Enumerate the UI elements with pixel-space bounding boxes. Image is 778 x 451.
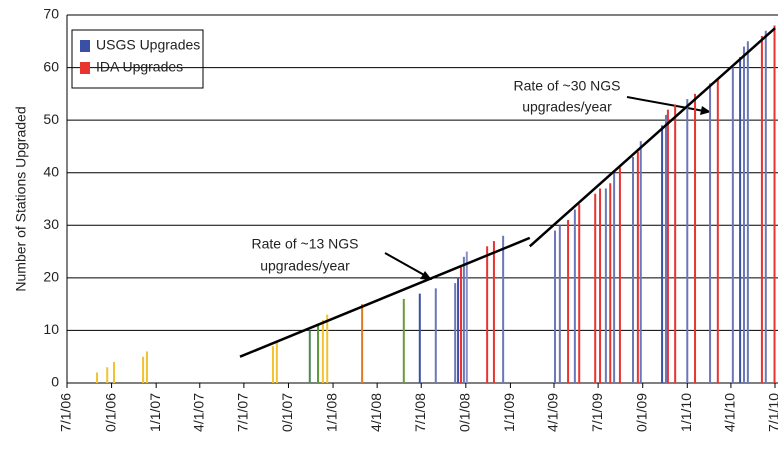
annotation-arrow (626, 96, 705, 112)
bar (465, 251, 468, 383)
x-tick-label: 1/1/10 (678, 393, 694, 432)
bar (308, 330, 311, 383)
bar (326, 314, 329, 383)
bar (609, 183, 612, 383)
bar (773, 25, 776, 384)
x-tick-label: 1/1/09 (501, 393, 517, 432)
bar (661, 125, 664, 384)
bar (553, 230, 556, 383)
annotation: Rate of ~13 NGS (251, 236, 358, 252)
y-axis-label: Number of Stations Upgraded (13, 106, 29, 291)
bar (639, 141, 642, 383)
bar (113, 361, 116, 383)
legend-swatch (80, 40, 90, 52)
bar (573, 209, 576, 383)
bar (317, 325, 320, 383)
bar (686, 99, 689, 383)
bar (454, 283, 457, 383)
bar (459, 267, 462, 383)
bar (636, 151, 639, 383)
bar (731, 67, 734, 384)
bar (742, 46, 745, 384)
x-tick-label: 4/1/08 (368, 393, 384, 432)
bar (632, 156, 635, 383)
x-tick-label: 0/1/06 (102, 393, 118, 432)
bar (739, 57, 742, 384)
bar (402, 298, 405, 383)
y-tick-label: 10 (43, 321, 59, 337)
trend-line (239, 236, 531, 358)
y-tick-label: 50 (43, 111, 59, 127)
bar (96, 372, 99, 383)
bar (271, 346, 274, 383)
y-tick-label: 20 (43, 269, 59, 285)
annotation: upgrades/year (260, 258, 350, 274)
bar (361, 304, 364, 383)
x-tick-label: 4/1/07 (190, 393, 206, 432)
annotation: upgrades/year (522, 99, 612, 115)
bar (594, 193, 597, 383)
y-tick-label: 0 (51, 374, 59, 390)
x-tick-label: 7/1/10 (766, 393, 778, 432)
x-tick-label: 0/1/09 (633, 393, 649, 432)
x-tick-label: 7/1/09 (589, 393, 605, 432)
legend-box (71, 29, 204, 89)
y-tick-label: 40 (43, 163, 59, 179)
y-tick-label: 70 (43, 6, 59, 22)
x-tick-label: 7/1/06 (58, 393, 74, 432)
bar (492, 241, 495, 383)
legend-label: USGS Upgrades (96, 37, 200, 53)
bar (558, 225, 561, 383)
bar (716, 78, 719, 383)
x-tick-label: 0/1/08 (457, 393, 473, 432)
bar (486, 246, 489, 383)
x-tick-label: 7/1/07 (235, 393, 251, 432)
x-tick-label: 0/1/07 (279, 393, 295, 432)
bar (618, 167, 621, 383)
y-tick-label: 30 (43, 216, 59, 232)
bar (666, 109, 669, 383)
bar (145, 351, 148, 383)
bar (760, 36, 763, 384)
legend-swatch (80, 62, 90, 74)
bar (709, 83, 712, 383)
bar (664, 114, 667, 383)
bar (674, 104, 677, 383)
bar (764, 30, 767, 384)
bar (106, 367, 109, 383)
bar (462, 256, 465, 383)
x-tick-label: 4/1/10 (722, 393, 738, 432)
legend-label: IDA Upgrades (96, 59, 183, 75)
arrow-head (700, 106, 711, 115)
x-tick-label: 7/1/08 (412, 393, 428, 432)
bar (275, 340, 278, 383)
bar (502, 235, 505, 383)
bar (567, 220, 570, 383)
bar (604, 188, 607, 383)
annotation: Rate of ~30 NGS (513, 78, 620, 94)
bar (578, 204, 581, 383)
bar (418, 293, 421, 383)
bar (434, 288, 437, 383)
bar (599, 188, 602, 383)
x-tick-label: 1/1/08 (324, 393, 340, 432)
x-tick-label: 4/1/09 (545, 393, 561, 432)
bar (613, 172, 616, 383)
bar (142, 356, 145, 383)
bar (457, 277, 460, 383)
annotation-arrow (384, 252, 427, 277)
y-tick-label: 60 (43, 58, 59, 74)
bar (694, 93, 697, 383)
bar (746, 41, 749, 384)
x-tick-label: 1/1/07 (147, 393, 163, 432)
trend-line (528, 27, 776, 248)
bar (321, 319, 324, 383)
